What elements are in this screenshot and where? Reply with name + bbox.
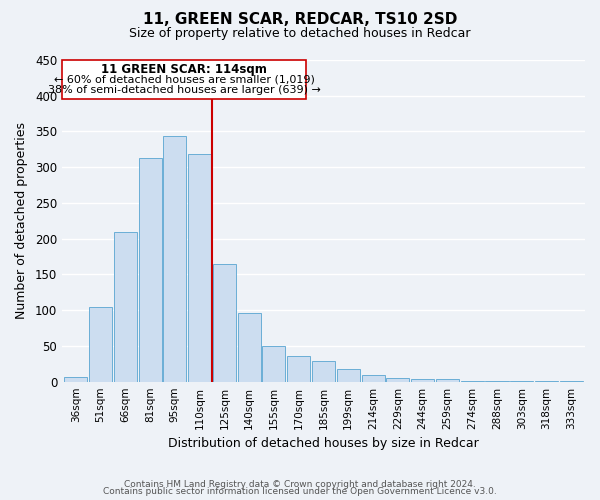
Bar — [287, 356, 310, 382]
Text: Contains public sector information licensed under the Open Government Licence v3: Contains public sector information licen… — [103, 488, 497, 496]
Bar — [510, 381, 533, 382]
Bar — [312, 361, 335, 382]
Bar — [139, 158, 161, 382]
Bar — [386, 378, 409, 382]
Bar — [535, 381, 558, 382]
Bar — [64, 378, 87, 382]
Text: Contains HM Land Registry data © Crown copyright and database right 2024.: Contains HM Land Registry data © Crown c… — [124, 480, 476, 489]
Bar — [362, 375, 385, 382]
Bar — [560, 381, 583, 382]
Bar — [485, 381, 509, 382]
Bar — [89, 306, 112, 382]
Text: ← 60% of detached houses are smaller (1,019): ← 60% of detached houses are smaller (1,… — [53, 74, 314, 85]
Bar — [262, 346, 286, 382]
Bar — [238, 313, 261, 382]
Y-axis label: Number of detached properties: Number of detached properties — [15, 122, 28, 320]
Bar — [436, 379, 459, 382]
Bar — [411, 379, 434, 382]
X-axis label: Distribution of detached houses by size in Redcar: Distribution of detached houses by size … — [168, 437, 479, 450]
Text: 11 GREEN SCAR: 114sqm: 11 GREEN SCAR: 114sqm — [101, 63, 267, 76]
Bar — [163, 136, 187, 382]
Bar — [213, 264, 236, 382]
Text: 38% of semi-detached houses are larger (639) →: 38% of semi-detached houses are larger (… — [47, 85, 320, 95]
Text: 11, GREEN SCAR, REDCAR, TS10 2SD: 11, GREEN SCAR, REDCAR, TS10 2SD — [143, 12, 457, 26]
Bar — [188, 154, 211, 382]
Text: Size of property relative to detached houses in Redcar: Size of property relative to detached ho… — [129, 28, 471, 40]
Bar — [337, 369, 360, 382]
Bar — [114, 232, 137, 382]
FancyBboxPatch shape — [62, 60, 306, 100]
Bar — [461, 381, 484, 382]
